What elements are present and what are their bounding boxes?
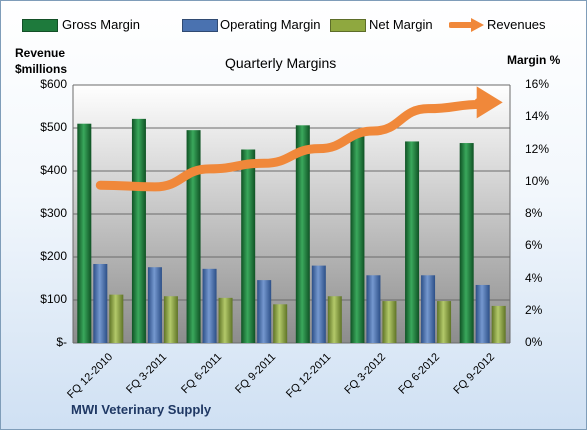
legend-label: Net Margin: [369, 17, 433, 32]
right-tick-label: 0%: [525, 335, 543, 349]
left-tick-label: $400: [40, 163, 67, 177]
operating-margin-bar: [257, 280, 272, 343]
operating-margin-bar: [311, 265, 326, 343]
right-tick-label: 8%: [525, 206, 543, 220]
net-margin-bar: [437, 301, 452, 343]
operating-margin-bar: [202, 268, 217, 343]
gross-margin-bar: [405, 141, 420, 343]
revenues-line: [95, 97, 488, 192]
legend-swatch-1: [182, 19, 218, 32]
gross-margin-bar: [295, 125, 310, 343]
operating-margin-bar: [147, 267, 162, 343]
operating-margin-bar: [93, 263, 108, 343]
right-tick-label: 10%: [525, 173, 550, 188]
net-margin-bar: [327, 296, 342, 343]
net-margin-bar: [163, 296, 178, 343]
net-margin-bar: [491, 305, 506, 343]
net-margin-bar: [273, 304, 288, 343]
legend-label: Operating Margin: [220, 17, 321, 32]
operating-margin-bar: [421, 275, 436, 343]
left-tick-label: $300: [40, 206, 67, 220]
right-tick-label: 2%: [525, 302, 543, 317]
right-axis-title: Margin %: [507, 53, 561, 67]
operating-margin-bar: [475, 284, 490, 343]
operating-margin-bar: [366, 275, 381, 343]
legend-swatch-0: [22, 19, 58, 32]
company-name: MWI Veterinary Supply: [71, 402, 212, 417]
legend-label: Revenues: [487, 17, 546, 32]
net-margin-bar: [109, 294, 124, 343]
left-tick-label: $-: [56, 335, 67, 349]
revenues-arrowhead: [476, 86, 503, 119]
left-tick-label: $200: [40, 249, 67, 263]
gross-margin-bar: [77, 123, 92, 343]
legend-arrow-icon: [449, 18, 485, 32]
gross-margin-bar: [186, 130, 201, 343]
gross-margin-bar: [241, 149, 256, 343]
right-tick-label: 6%: [525, 238, 543, 253]
legend-swatch-2: [330, 19, 366, 32]
legend-label: Gross Margin: [62, 17, 141, 32]
left-axis-title: Revenue $millions: [15, 46, 68, 76]
chart-title: Quarterly Margins: [225, 55, 337, 71]
net-margin-bar: [382, 301, 397, 343]
right-tick-label: 16%: [525, 77, 550, 91]
gross-margin-bar: [131, 118, 146, 343]
left-tick-label: $500: [40, 120, 67, 134]
right-tick-label: 4%: [525, 270, 543, 285]
right-tick-label: 14%: [525, 109, 550, 124]
left-tick-label: $600: [40, 77, 67, 91]
gross-margin-bar: [459, 143, 474, 343]
left-tick-label: $100: [40, 292, 67, 306]
right-tick-label: 12%: [525, 141, 550, 156]
gross-margin-bar: [350, 131, 365, 343]
net-margin-bar: [218, 297, 233, 343]
